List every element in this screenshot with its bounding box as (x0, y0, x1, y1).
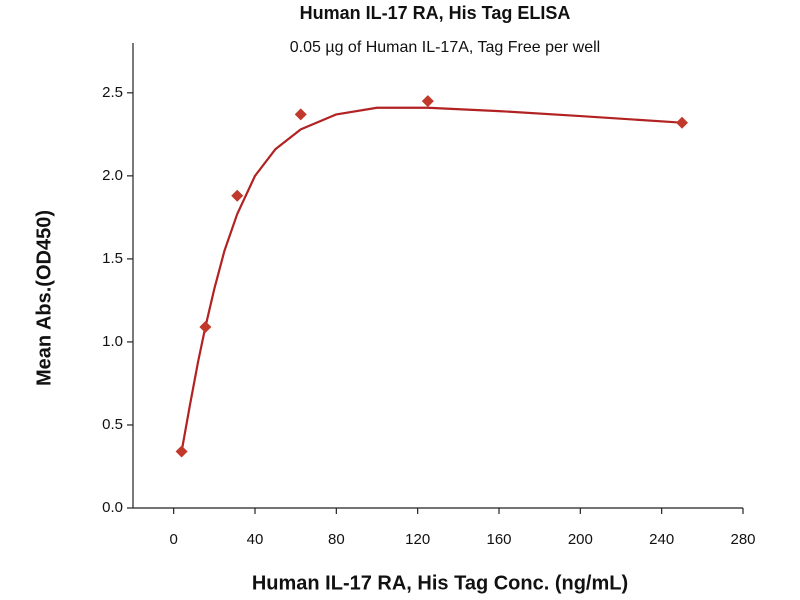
x-tick-label: 40 (247, 531, 264, 548)
fit-curve (180, 106, 683, 452)
x-tick-label: 0 (169, 531, 177, 548)
x-tick-label: 200 (568, 531, 593, 548)
x-tick-label: 80 (328, 531, 345, 548)
data-point (676, 116, 688, 129)
y-tick-label: 1.0 (102, 333, 123, 350)
data-point (231, 189, 244, 202)
chart-title: Human IL-17 RA, His Tag ELISA (300, 3, 571, 23)
data-point (175, 445, 188, 458)
x-tick-label: 280 (730, 531, 755, 548)
data-point (199, 320, 212, 333)
x-axis-label: Human IL-17 RA, His Tag Conc. (ng/mL) (252, 572, 628, 594)
y-tick-label: 0.5 (102, 416, 123, 433)
x-tick-label: 120 (405, 531, 430, 548)
data-point (294, 108, 307, 121)
y-tick-label: 1.5 (102, 250, 123, 267)
y-tick-label: 2.0 (102, 167, 123, 184)
y-tick-label: 2.5 (102, 84, 123, 101)
y-axis-label: Mean Abs.(OD450) (33, 210, 55, 386)
x-tick-label: 240 (649, 531, 674, 548)
y-tick-label: 0.0 (102, 499, 123, 516)
x-tick-label: 160 (486, 531, 511, 548)
chart-subtitle: 0.05 µg of Human IL-17A, Tag Free per we… (290, 39, 600, 56)
data-point (421, 95, 434, 108)
